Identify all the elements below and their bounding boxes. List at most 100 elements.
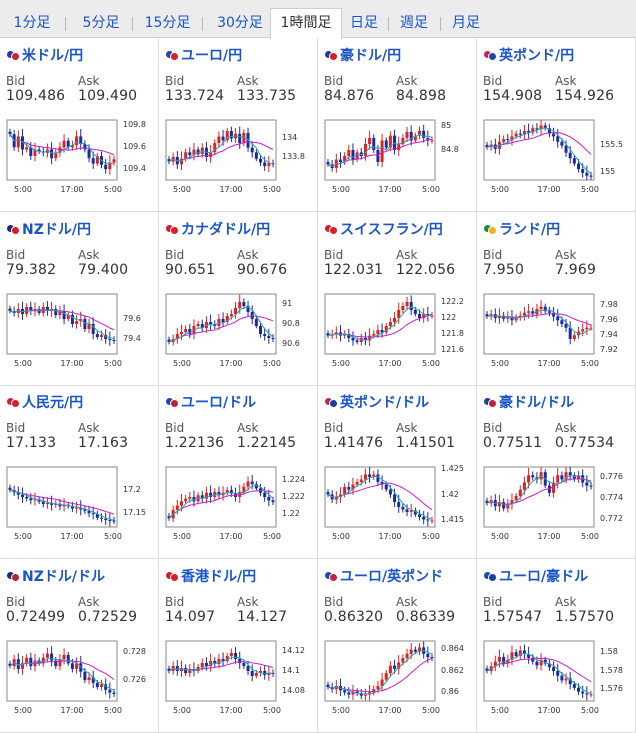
- candle-up: [405, 653, 409, 658]
- rate-card[interactable]: ユーロ/ドル Bid Ask 1.22136 1.22145 1.224 1.222 1.22…: [159, 385, 318, 559]
- chart-canvas: [6, 293, 118, 354]
- candle-down: [543, 125, 547, 129]
- candle-down: [83, 144, 87, 150]
- candle-down: [413, 649, 417, 652]
- candle-down: [527, 653, 531, 658]
- pair-link[interactable]: 香港ドル/円: [165, 568, 256, 586]
- y-tick-label: 84.8: [441, 145, 459, 154]
- rate-card[interactable]: 豪ドル/円 Bid Ask 84.876 84.898 85 84.8 5:00 17:00 5:…: [318, 38, 477, 212]
- pair-link[interactable]: 英ポンド/ドル: [324, 394, 429, 412]
- candle-down: [95, 682, 99, 687]
- pair-link[interactable]: ランド/円: [483, 221, 560, 239]
- candle-down: [95, 514, 99, 518]
- ask-label: Ask: [237, 594, 259, 609]
- x-tick-label: 5:00: [332, 705, 350, 715]
- rate-card[interactable]: NZドル/円 Bid Ask 79.382 79.400 79.6 79.4 5:00 17:0…: [0, 211, 159, 386]
- mini-candlestick-chart[interactable]: 155.5 155 5:00 17:00 5:00: [482, 116, 634, 196]
- rate-card[interactable]: 英ポンド/円 Bid Ask 154.908 154.926 155.5 155 5:00 17…: [477, 38, 636, 212]
- candle-down: [263, 492, 267, 497]
- x-tick-label: 5:00: [263, 532, 281, 541]
- rate-card[interactable]: ランド/円 Bid Ask 7.950 7.969 7.98 7.96 7.94 7.92 5:0…: [477, 211, 636, 386]
- rate-card[interactable]: NZドル/ドル Bid Ask 0.72499 0.72529 0.728 0.726 5:0…: [0, 558, 159, 733]
- pair-link[interactable]: 英ポンド/円: [483, 47, 574, 65]
- ask-label: Ask: [78, 421, 100, 435]
- pair-name: NZドル/ドル: [22, 568, 105, 585]
- mini-candlestick-chart[interactable]: 79.6 79.4 5:00 17:00 5:00: [5, 290, 157, 370]
- rate-card[interactable]: 豪ドル/ドル Bid Ask 0.77511 0.77534 0.776 0.774 0.77…: [477, 385, 636, 559]
- pair-link[interactable]: 豪ドル/ドル: [483, 394, 574, 412]
- ask-label: Ask: [237, 421, 259, 435]
- candle-down: [343, 689, 347, 692]
- candle-down: [79, 507, 83, 510]
- mini-candlestick-chart[interactable]: 7.98 7.96 7.94 7.92 5:00 17:00 5:00: [482, 290, 634, 370]
- pair-name: ランド/円: [499, 221, 561, 238]
- mini-candlestick-chart[interactable]: 134 133.8 5:00 17:00 5:00: [164, 116, 316, 196]
- bid-label: Bid: [483, 594, 503, 609]
- pair-name: ユーロ/英ポンド: [340, 568, 444, 585]
- mini-candlestick-chart[interactable]: 0.776 0.774 0.772 5:00 17:00 5:00: [482, 463, 634, 543]
- pair-name: ユーロ/豪ドル: [499, 568, 589, 585]
- candle-down: [29, 306, 33, 311]
- tab-5[interactable]: 日足: [350, 15, 378, 31]
- rate-card[interactable]: ユーロ/英ポンド Bid Ask 0.86320 0.86339 0.864 0.862 0.…: [318, 558, 477, 733]
- mini-candlestick-chart[interactable]: 109.8 109.6 109.4 5:00 17:00 5:00: [5, 116, 157, 196]
- candle-down: [589, 175, 593, 177]
- rate-card[interactable]: 米ドル/円 Bid Ask 109.486 109.490 109.8 109.6 109.4…: [0, 38, 159, 212]
- mini-candlestick-chart[interactable]: 91 90.8 90.6 5:00 17:00 5:00: [164, 290, 316, 370]
- mini-candlestick-chart[interactable]: 17.2 17.15 5:00 17:00 5:00: [5, 463, 157, 543]
- pair-link[interactable]: ユーロ/英ポンド: [324, 568, 443, 586]
- mini-candlestick-chart[interactable]: 0.864 0.862 0.86 5:00 17:00 5:00: [323, 637, 475, 717]
- mini-candlestick-chart[interactable]: 0.728 0.726 5:00 17:00 5:00: [5, 637, 157, 717]
- rate-card[interactable]: 香港ドル/円 Bid Ask 14.097 14.127 14.12 14.1 14.08 5:…: [159, 558, 318, 733]
- mini-candlestick-chart[interactable]: 122.2 122 121.8 121.6 5:00 17:00 5:00: [323, 290, 475, 370]
- y-tick-label: 109.6: [123, 142, 146, 152]
- x-tick-label: 5:00: [173, 358, 191, 368]
- tab-1[interactable]: 5分足: [82, 15, 120, 31]
- tab-2[interactable]: 15分足: [144, 15, 191, 31]
- candle-up: [343, 487, 347, 495]
- rate-card[interactable]: 英ポンド/ドル Bid Ask 1.41476 1.41501 1.425 1.42 1.41…: [318, 385, 477, 559]
- candle-down: [271, 500, 275, 503]
- tab-6[interactable]: 週足: [400, 15, 428, 31]
- candle-up: [430, 140, 434, 142]
- pair-link[interactable]: スイスフラン/円: [324, 221, 443, 239]
- candle-up: [95, 156, 99, 164]
- pair-name: 人民元/円: [22, 395, 84, 411]
- candle-up: [179, 158, 183, 165]
- rate-card[interactable]: スイスフラン/円 Bid Ask 122.031 122.056 122.2 122 121.…: [318, 211, 477, 386]
- pair-link[interactable]: NZドル/ドル: [6, 568, 105, 586]
- rate-card[interactable]: ユーロ/豪ドル Bid Ask 1.57547 1.57570 1.58 1.578 1.57…: [477, 558, 636, 733]
- candle-down: [418, 313, 422, 318]
- mini-candlestick-chart[interactable]: 1.224 1.222 1.22 5:00 17:00 5:00: [164, 463, 316, 543]
- mini-candlestick-chart[interactable]: 1.425 1.42 1.415 5:00 17:00 5:00: [323, 463, 475, 543]
- pair-link[interactable]: ユーロ/円: [165, 47, 242, 65]
- rate-card[interactable]: ユーロ/円 Bid Ask 133.724 133.735 134 133.8 5:00 17:…: [159, 38, 318, 212]
- pair-link[interactable]: NZドル/円: [6, 221, 91, 239]
- pair-link[interactable]: カナダドル/円: [165, 221, 270, 239]
- pair-link[interactable]: 豪ドル/円: [324, 47, 401, 65]
- pair-link[interactable]: 米ドル/円: [6, 47, 83, 65]
- tab-3[interactable]: 30分足: [217, 15, 263, 31]
- pair-link[interactable]: 人民元/円: [6, 394, 83, 412]
- mini-candlestick-chart[interactable]: 14.12 14.1 14.08 5:00 17:00 5:00: [164, 637, 316, 717]
- rate-card[interactable]: カナダドル/円 Bid Ask 90.651 90.676 91 90.8 90.6 5:00 1…: [159, 211, 318, 386]
- candle-down: [234, 652, 238, 659]
- candle-down: [535, 128, 539, 130]
- mini-candlestick-chart[interactable]: 85 84.8 5:00 17:00 5:00: [323, 116, 475, 196]
- candle-down: [426, 519, 430, 521]
- tab-7[interactable]: 月足: [452, 15, 480, 31]
- candle-up: [527, 310, 531, 313]
- pair-link[interactable]: ユーロ/ドル: [165, 394, 256, 412]
- tab-0[interactable]: 1分足: [13, 15, 51, 31]
- candle-up: [238, 301, 242, 308]
- candle-down: [531, 310, 535, 314]
- pair-link[interactable]: ユーロ/豪ドル: [483, 568, 588, 586]
- ask-label: Ask: [78, 594, 100, 609]
- candle-up: [589, 693, 593, 695]
- candle-down: [347, 333, 351, 338]
- rate-card[interactable]: 人民元/円 Bid Ask 17.133 17.163 17.2 17.15 5:00 17:0…: [0, 385, 159, 559]
- candle-up: [556, 475, 560, 483]
- mini-candlestick-chart[interactable]: 1.58 1.578 1.576 5:00 17:00 5:00: [482, 637, 634, 717]
- candle-up: [351, 484, 355, 490]
- tab-4[interactable]: 1時間足: [270, 8, 342, 39]
